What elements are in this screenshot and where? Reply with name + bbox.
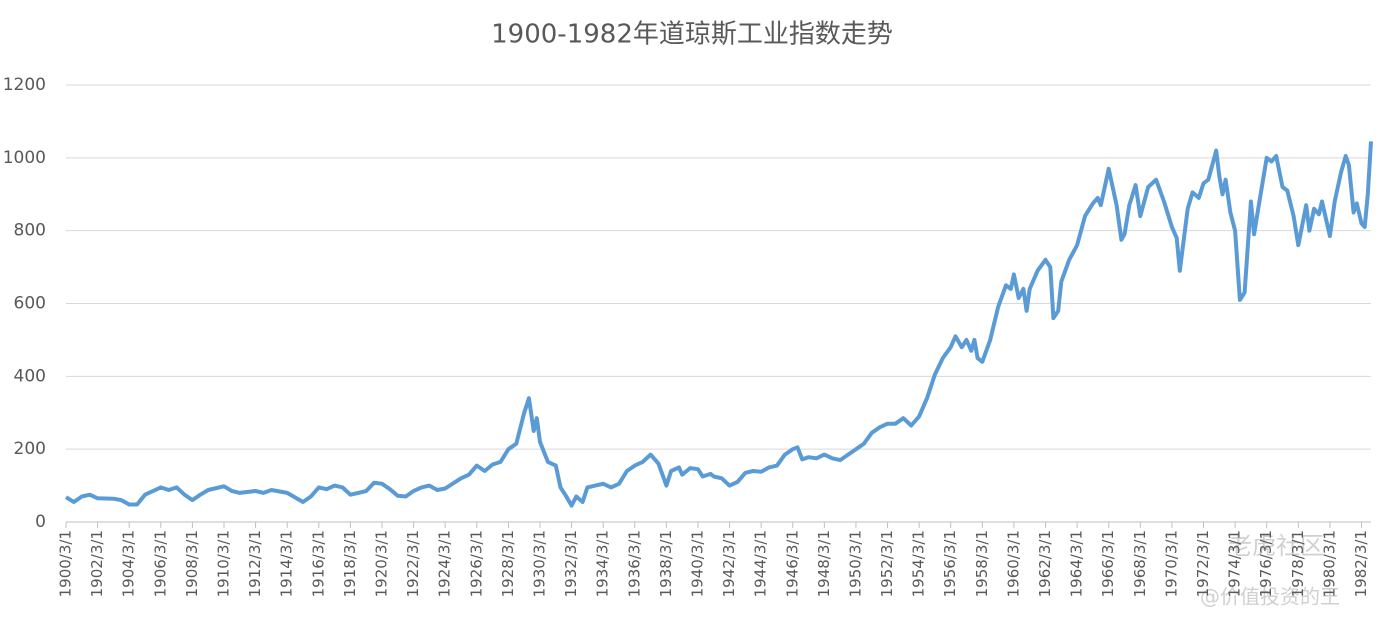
y-tick-label: 1000	[3, 148, 46, 168]
y-tick-label: 400	[14, 366, 46, 386]
series-line	[64, 141, 1373, 508]
x-tick-label: 1958/3/1	[973, 530, 991, 597]
x-tick-label: 1982/3/1	[1352, 530, 1370, 597]
x-tick-label: 1914/3/1	[278, 530, 296, 597]
x-tick-label: 1934/3/1	[594, 530, 612, 597]
x-tick-label: 1902/3/1	[88, 530, 106, 597]
x-tick-label: 1906/3/1	[151, 530, 169, 597]
x-tick-label: 1936/3/1	[625, 530, 643, 597]
x-tick-label: 1922/3/1	[404, 530, 422, 597]
x-tick-label: 1970/3/1	[1162, 530, 1180, 597]
x-tick-label: 1940/3/1	[688, 530, 706, 597]
x-tick-label: 1912/3/1	[246, 530, 264, 597]
x-tick-label: 1928/3/1	[499, 530, 517, 597]
x-tick-label: 1932/3/1	[562, 530, 580, 597]
x-tick-label: 1904/3/1	[120, 530, 138, 597]
watermark: @价值投资的王	[1200, 585, 1340, 609]
watermark: 老虎社区	[1228, 532, 1324, 560]
x-tick-label: 1900/3/1	[57, 530, 75, 597]
x-tick-label: 1978/3/1	[1289, 530, 1307, 597]
x-tick-label: 1908/3/1	[183, 530, 201, 597]
x-tick-label: 1960/3/1	[1004, 530, 1022, 597]
x-tick-label: 1946/3/1	[783, 530, 801, 597]
x-tick-label: 1954/3/1	[910, 530, 928, 597]
x-tick-label: 1918/3/1	[341, 530, 359, 597]
x-tick-label: 1938/3/1	[657, 530, 675, 597]
x-tick-label: 1980/3/1	[1320, 530, 1338, 597]
x-tick-label: 1968/3/1	[1131, 530, 1149, 597]
x-tick-label: 1926/3/1	[467, 530, 485, 597]
x-tick-label: 1964/3/1	[1068, 530, 1086, 597]
x-tick-label: 1962/3/1	[1036, 530, 1054, 597]
x-tick-label: 1916/3/1	[309, 530, 327, 597]
x-tick-label: 1944/3/1	[752, 530, 770, 597]
x-tick-label: 1956/3/1	[941, 530, 959, 597]
x-tick-label: 1974/3/1	[1226, 530, 1244, 597]
x-tick-label: 1976/3/1	[1257, 530, 1275, 597]
x-tick-label: 1966/3/1	[1099, 530, 1117, 597]
x-tick-label: 1950/3/1	[846, 530, 864, 597]
y-tick-label: 800	[14, 221, 46, 241]
chart-title: 1900-1982年道琼斯工业指数走势	[491, 20, 893, 50]
x-tick-label: 1920/3/1	[372, 530, 390, 597]
y-tick-label: 600	[14, 294, 46, 314]
x-tick-label: 1910/3/1	[214, 530, 232, 597]
x-tick-label: 1930/3/1	[530, 530, 548, 597]
x-tick-label: 1924/3/1	[436, 530, 454, 597]
y-tick-label: 200	[14, 439, 46, 459]
x-tick-label: 1952/3/1	[878, 530, 896, 597]
y-tick-label: 1200	[3, 75, 46, 95]
x-tick-label: 1972/3/1	[1194, 530, 1212, 597]
x-tick-label: 1948/3/1	[815, 530, 833, 597]
x-tick-label: 1942/3/1	[720, 530, 738, 597]
y-tick-label: 0	[35, 512, 46, 532]
